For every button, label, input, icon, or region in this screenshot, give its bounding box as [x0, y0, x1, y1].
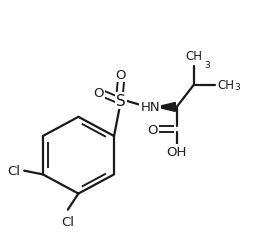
Text: S: S [116, 94, 126, 109]
Polygon shape [157, 103, 175, 112]
Text: OH: OH [166, 145, 187, 158]
Text: Cl: Cl [61, 215, 74, 228]
Text: CH: CH [185, 50, 202, 63]
Text: O: O [147, 123, 158, 136]
Text: O: O [116, 69, 126, 82]
Text: O: O [93, 86, 104, 99]
Text: 3: 3 [234, 83, 240, 92]
Text: HN: HN [140, 101, 160, 114]
Text: 3: 3 [204, 61, 210, 70]
Text: Cl: Cl [7, 165, 20, 177]
Text: CH: CH [218, 79, 235, 92]
